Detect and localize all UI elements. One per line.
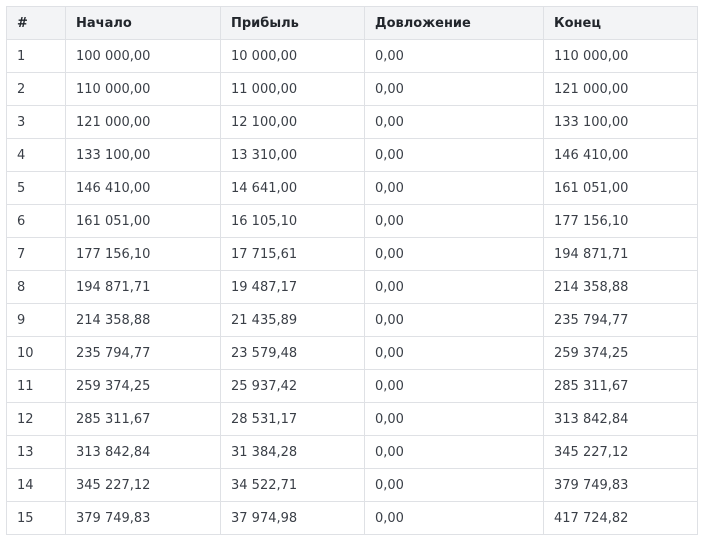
cell-deposit: 0,00 <box>364 270 544 304</box>
cell-deposit: 0,00 <box>364 105 544 139</box>
cell-end: 194 871,71 <box>543 237 698 271</box>
cell-index: 10 <box>6 336 66 370</box>
cell-start: 345 227,12 <box>65 468 221 502</box>
cell-end: 345 227,12 <box>543 435 698 469</box>
table-row: 5 146 410,00 14 641,00 0,00 161 051,00 <box>6 171 698 205</box>
cell-index: 1 <box>6 39 66 73</box>
column-header-start: Начало <box>65 6 221 40</box>
table-row: 12 285 311,67 28 531,17 0,00 313 842,84 <box>6 402 698 436</box>
cell-index: 11 <box>6 369 66 403</box>
cell-index: 14 <box>6 468 66 502</box>
cell-deposit: 0,00 <box>364 138 544 172</box>
cell-index: 5 <box>6 171 66 205</box>
cell-end: 235 794,77 <box>543 303 698 337</box>
cell-index: 3 <box>6 105 66 139</box>
table-row: 7 177 156,10 17 715,61 0,00 194 871,71 <box>6 237 698 271</box>
table-header-row: # Начало Прибыль Довложение Конец <box>6 6 698 40</box>
cell-profit: 21 435,89 <box>220 303 365 337</box>
cell-end: 161 051,00 <box>543 171 698 205</box>
cell-end: 285 311,67 <box>543 369 698 403</box>
cell-index: 12 <box>6 402 66 436</box>
cell-end: 110 000,00 <box>543 39 698 73</box>
cell-start: 379 749,83 <box>65 501 221 535</box>
cell-end: 133 100,00 <box>543 105 698 139</box>
cell-end: 146 410,00 <box>543 138 698 172</box>
cell-start: 194 871,71 <box>65 270 221 304</box>
column-header-profit: Прибыль <box>220 6 365 40</box>
cell-profit: 19 487,17 <box>220 270 365 304</box>
table-row: 8 194 871,71 19 487,17 0,00 214 358,88 <box>6 270 698 304</box>
cell-index: 2 <box>6 72 66 106</box>
cell-profit: 14 641,00 <box>220 171 365 205</box>
cell-profit: 10 000,00 <box>220 39 365 73</box>
investment-table: # Начало Прибыль Довложение Конец 1 100 000,0… <box>6 6 698 535</box>
cell-end: 177 156,10 <box>543 204 698 238</box>
table-row: 1 100 000,00 10 000,00 0,00 110 000,00 <box>6 39 698 73</box>
cell-index: 4 <box>6 138 66 172</box>
table-row: 4 133 100,00 13 310,00 0,00 146 410,00 <box>6 138 698 172</box>
cell-end: 259 374,25 <box>543 336 698 370</box>
cell-deposit: 0,00 <box>364 468 544 502</box>
table-row: 11 259 374,25 25 937,42 0,00 285 311,67 <box>6 369 698 403</box>
cell-start: 177 156,10 <box>65 237 221 271</box>
cell-start: 110 000,00 <box>65 72 221 106</box>
cell-index: 13 <box>6 435 66 469</box>
cell-index: 8 <box>6 270 66 304</box>
cell-profit: 23 579,48 <box>220 336 365 370</box>
cell-start: 235 794,77 <box>65 336 221 370</box>
table-row: 15 379 749,83 37 974,98 0,00 417 724,82 <box>6 501 698 535</box>
cell-profit: 31 384,28 <box>220 435 365 469</box>
cell-profit: 11 000,00 <box>220 72 365 106</box>
cell-deposit: 0,00 <box>364 369 544 403</box>
cell-start: 313 842,84 <box>65 435 221 469</box>
cell-deposit: 0,00 <box>364 39 544 73</box>
cell-profit: 34 522,71 <box>220 468 365 502</box>
cell-end: 313 842,84 <box>543 402 698 436</box>
column-header-index: # <box>6 6 66 40</box>
cell-end: 417 724,82 <box>543 501 698 535</box>
column-header-deposit: Довложение <box>364 6 544 40</box>
cell-profit: 28 531,17 <box>220 402 365 436</box>
cell-index: 9 <box>6 303 66 337</box>
table-row: 14 345 227,12 34 522,71 0,00 379 749,83 <box>6 468 698 502</box>
cell-start: 161 051,00 <box>65 204 221 238</box>
cell-profit: 17 715,61 <box>220 237 365 271</box>
cell-profit: 12 100,00 <box>220 105 365 139</box>
table-row: 10 235 794,77 23 579,48 0,00 259 374,25 <box>6 336 698 370</box>
cell-deposit: 0,00 <box>364 435 544 469</box>
cell-end: 214 358,88 <box>543 270 698 304</box>
cell-start: 285 311,67 <box>65 402 221 436</box>
cell-deposit: 0,00 <box>364 501 544 535</box>
cell-start: 259 374,25 <box>65 369 221 403</box>
cell-deposit: 0,00 <box>364 237 544 271</box>
cell-end: 121 000,00 <box>543 72 698 106</box>
table-row: 2 110 000,00 11 000,00 0,00 121 000,00 <box>6 72 698 106</box>
cell-deposit: 0,00 <box>364 72 544 106</box>
cell-deposit: 0,00 <box>364 402 544 436</box>
cell-index: 7 <box>6 237 66 271</box>
cell-deposit: 0,00 <box>364 303 544 337</box>
cell-profit: 16 105,10 <box>220 204 365 238</box>
cell-index: 15 <box>6 501 66 535</box>
cell-deposit: 0,00 <box>364 336 544 370</box>
cell-start: 214 358,88 <box>65 303 221 337</box>
cell-profit: 37 974,98 <box>220 501 365 535</box>
cell-start: 100 000,00 <box>65 39 221 73</box>
column-header-end: Конец <box>543 6 698 40</box>
cell-start: 133 100,00 <box>65 138 221 172</box>
cell-start: 146 410,00 <box>65 171 221 205</box>
cell-profit: 13 310,00 <box>220 138 365 172</box>
cell-index: 6 <box>6 204 66 238</box>
cell-profit: 25 937,42 <box>220 369 365 403</box>
cell-end: 379 749,83 <box>543 468 698 502</box>
table-row: 3 121 000,00 12 100,00 0,00 133 100,00 <box>6 105 698 139</box>
cell-deposit: 0,00 <box>364 204 544 238</box>
cell-start: 121 000,00 <box>65 105 221 139</box>
table-row: 6 161 051,00 16 105,10 0,00 177 156,10 <box>6 204 698 238</box>
table-row: 13 313 842,84 31 384,28 0,00 345 227,12 <box>6 435 698 469</box>
cell-deposit: 0,00 <box>364 171 544 205</box>
table-row: 9 214 358,88 21 435,89 0,00 235 794,77 <box>6 303 698 337</box>
